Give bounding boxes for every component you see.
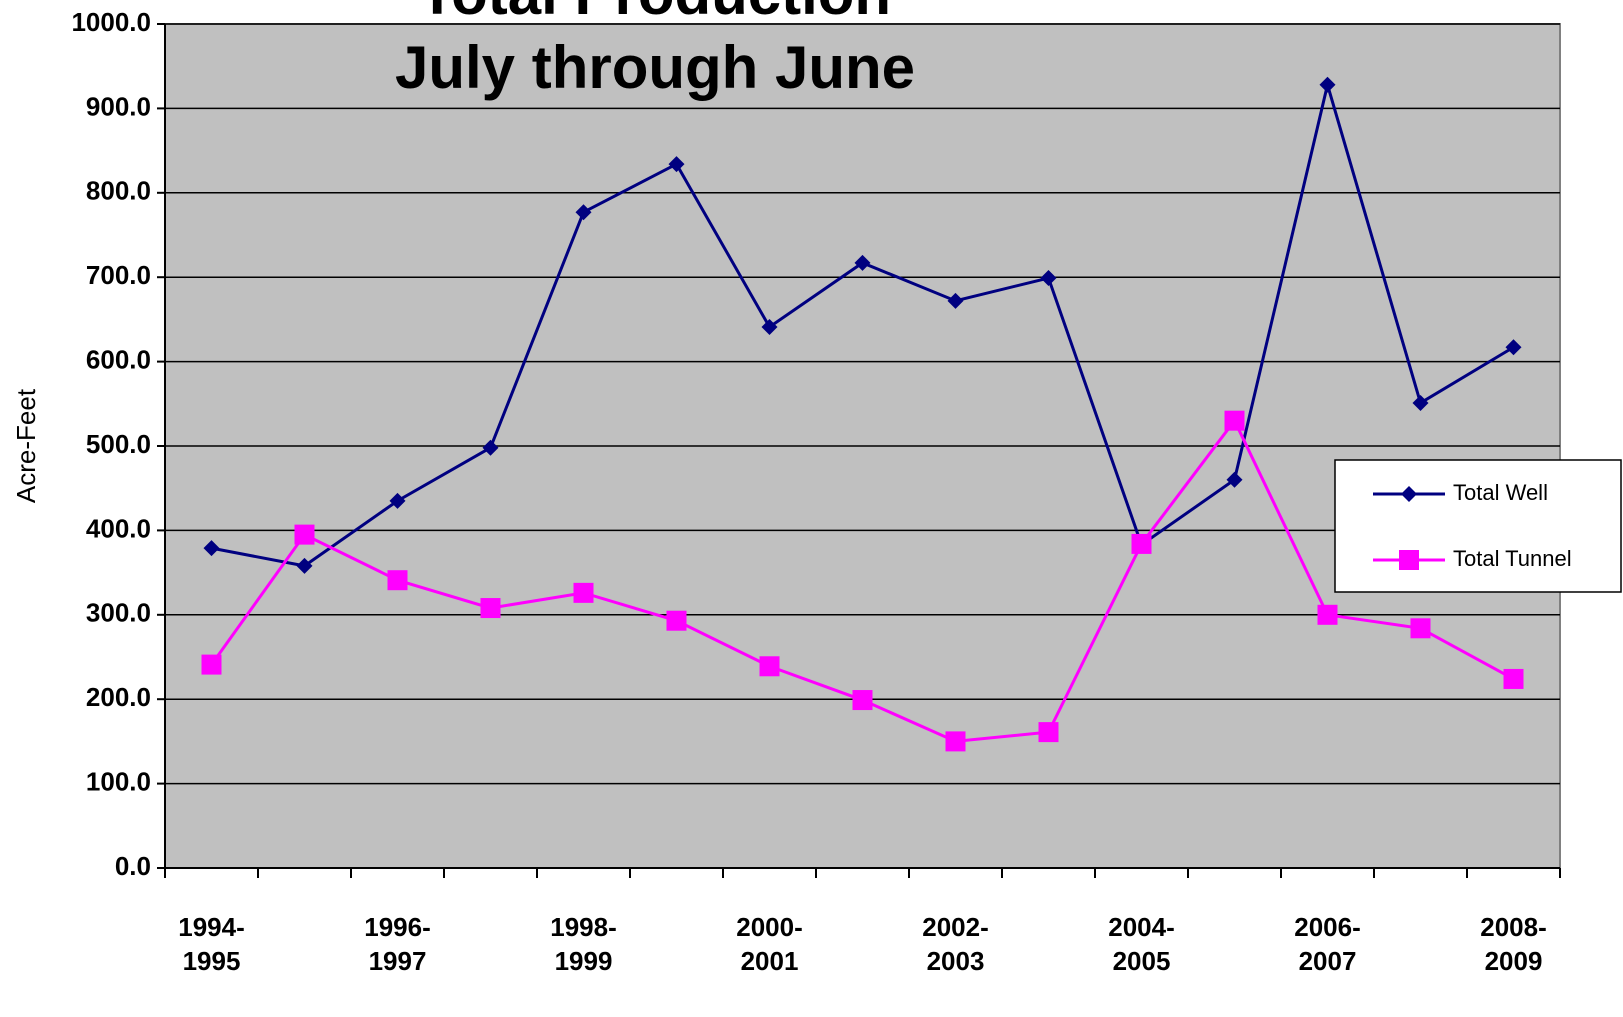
- marker: [1040, 270, 1057, 287]
- x-tick-label: 2004- 2005: [1108, 912, 1175, 976]
- legend: [1334, 459, 1622, 593]
- y-tick-label: 400.0: [86, 513, 151, 543]
- marker: [1505, 339, 1522, 356]
- x-tick-label: 2002- 2003: [922, 912, 989, 976]
- marker: [387, 570, 408, 591]
- y-tick-label: 700.0: [86, 260, 151, 290]
- marker: [1131, 533, 1152, 554]
- marker: [1226, 471, 1243, 488]
- marker: [480, 598, 501, 619]
- y-tick-label: 100.0: [86, 766, 151, 796]
- marker: [1503, 668, 1524, 689]
- y-tick-label: 900.0: [86, 91, 151, 121]
- y-tick-label: 200.0: [86, 682, 151, 712]
- y-tick-label: 1000.0: [71, 7, 151, 37]
- marker: [201, 654, 222, 675]
- x-tick-label: 2008- 2009: [1480, 912, 1547, 976]
- x-tick-label: 1996- 1997: [364, 912, 431, 976]
- chart-title: Total Production: [419, 0, 891, 27]
- marker: [852, 690, 873, 711]
- marker: [668, 156, 685, 173]
- marker: [389, 492, 406, 509]
- marker: [1410, 618, 1431, 639]
- legend-label: Total Well: [1453, 480, 1548, 505]
- marker: [294, 524, 315, 545]
- x-tick-label: 2000- 2001: [736, 912, 803, 976]
- y-tick-label: 300.0: [86, 598, 151, 628]
- marker: [1401, 486, 1417, 502]
- marker: [573, 582, 594, 603]
- y-tick-label: 0.0: [115, 851, 151, 881]
- y-tick-label: 800.0: [86, 176, 151, 206]
- marker: [1319, 76, 1336, 93]
- y-tick-label: 500.0: [86, 429, 151, 459]
- x-tick-label: 1998- 1999: [550, 912, 617, 976]
- marker: [945, 731, 966, 752]
- marker: [759, 656, 780, 677]
- marker: [203, 540, 220, 557]
- chart-subtitle: July through June: [395, 34, 915, 101]
- marker: [1399, 550, 1419, 570]
- marker: [296, 557, 313, 574]
- x-tick-label: 1994- 1995: [178, 912, 245, 976]
- marker: [666, 610, 687, 631]
- y-axis-label: Acre-Feet: [11, 388, 41, 503]
- y-tick-label: 600.0: [86, 344, 151, 374]
- marker: [1412, 394, 1429, 411]
- legend-label: Total Tunnel: [1453, 546, 1572, 571]
- marker: [1317, 604, 1338, 625]
- marker: [1224, 410, 1245, 431]
- marker: [854, 254, 871, 271]
- marker: [575, 204, 592, 221]
- marker: [1038, 722, 1059, 743]
- marker: [947, 292, 964, 309]
- marker: [482, 439, 499, 456]
- x-tick-label: 2006- 2007: [1294, 912, 1361, 976]
- marker: [761, 318, 778, 335]
